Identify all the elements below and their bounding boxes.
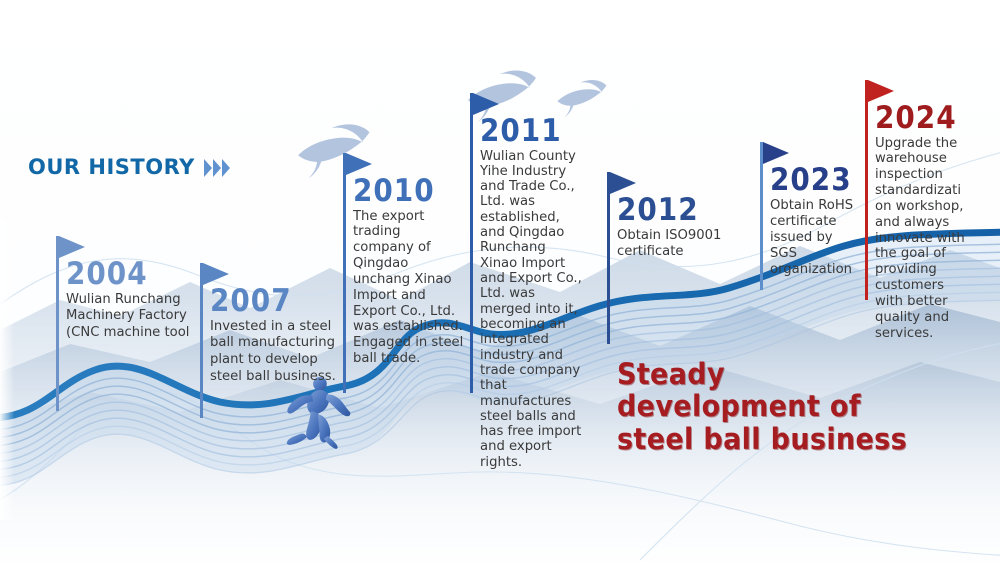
milestone-2004[interactable]: 2004 Wulian Runchang Machinery Factory (…	[56, 236, 196, 411]
flag-icon	[763, 142, 789, 164]
flag-pole	[865, 80, 868, 300]
milestone-year: 2023	[770, 162, 852, 198]
our-history-text: OUR HISTORY	[28, 155, 195, 179]
flag-pole	[470, 93, 473, 393]
flag-icon	[473, 93, 499, 115]
milestone-2007[interactable]: 2007 Invested in a steel ball manufactur…	[200, 263, 345, 418]
milestone-year: 2007	[210, 283, 292, 319]
headline-line-2: steel ball business	[617, 421, 908, 456]
milestone-2024[interactable]: 2024 Upgrade the warehouse inspection st…	[865, 80, 970, 341]
section-label: OUR HISTORY	[28, 155, 230, 179]
milestone-description: The export trading company of Qingdao un…	[353, 208, 464, 367]
milestone-description: Wulian Runchang Machinery Factory (CNC m…	[66, 291, 190, 341]
milestone-year: 2012	[617, 192, 699, 228]
milestone-2010[interactable]: 2010 The export trading company of Qingd…	[343, 153, 466, 393]
flag-pole	[760, 142, 763, 290]
milestone-year: 2011	[480, 113, 562, 149]
flag-icon	[868, 80, 894, 102]
chevron-right-icon	[203, 158, 230, 177]
milestone-description: Obtain RoHS certificate issued by SGS or…	[770, 197, 854, 277]
milestone-description: Invested in a steel ball manufacturing p…	[210, 318, 336, 384]
flag-icon	[610, 172, 636, 194]
milestone-year: 2010	[353, 173, 435, 209]
milestone-2012[interactable]: 2012 Obtain ISO9001 certificate	[607, 172, 727, 344]
milestone-year: 2004	[66, 256, 148, 292]
flag-pole	[56, 236, 59, 411]
milestone-2023[interactable]: 2023 Obtain RoHS certificate issued by S…	[760, 142, 858, 290]
milestone-description: Wulian County Yihe Industry and Trade Co…	[480, 148, 582, 470]
milestone-year: 2024	[875, 100, 957, 136]
milestone-description: Obtain ISO9001 certificate	[617, 227, 722, 260]
headline-line-1: Steady development of	[617, 357, 861, 424]
flag-icon	[59, 236, 85, 258]
headline: Steady development of steel ball busines…	[617, 357, 933, 456]
flag-pole	[607, 172, 610, 344]
milestone-2011[interactable]: 2011 Wulian County Yihe Industry and Tra…	[470, 93, 588, 470]
flag-pole	[343, 153, 346, 393]
flag-icon	[346, 153, 372, 175]
flag-icon	[203, 263, 229, 285]
milestone-description: Upgrade the warehouse inspection standar…	[875, 135, 965, 341]
flag-pole	[200, 263, 203, 418]
